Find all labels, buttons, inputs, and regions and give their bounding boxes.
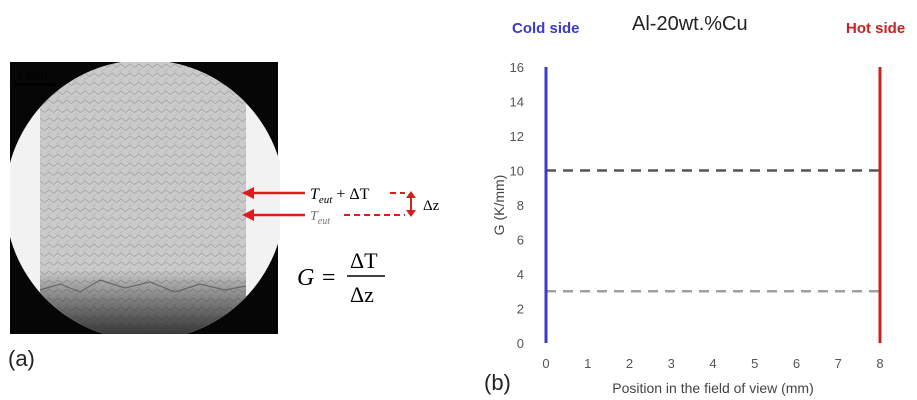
scale-bar-label: 1 mm: [17, 68, 47, 82]
equation-lhs: G =: [297, 265, 337, 291]
cold-side-label: Cold side: [512, 20, 580, 37]
micrograph: 1 mm Teut + ΔT Teut Δz G = ΔT Δz: [10, 62, 440, 334]
equation-denominator: Δz: [350, 282, 374, 307]
t-lower-label: Teut: [310, 209, 330, 227]
y-axis-label: G (K/mm): [491, 175, 507, 236]
equation-numerator: ΔT: [350, 248, 378, 273]
scale-bar: [15, 83, 55, 86]
x-tick-label: 8: [876, 356, 883, 371]
x-tick-label: 5: [751, 356, 758, 371]
y-tick-label: 12: [510, 129, 524, 144]
y-tick-label: 16: [510, 60, 524, 75]
x-tick-label: 6: [793, 356, 800, 371]
y-tick-label: 0: [517, 336, 524, 351]
x-tick-label: 3: [668, 356, 675, 371]
panel-b-label: (b): [484, 370, 511, 395]
arrow-lower: [242, 209, 305, 221]
x-tick-label: 7: [835, 356, 842, 371]
y-tick-label: 2: [517, 302, 524, 317]
panel-a: 1 mm Teut + ΔT Teut Δz G = ΔT Δz (a): [8, 62, 440, 371]
panel-a-label: (a): [8, 346, 35, 371]
y-tick-label: 6: [517, 233, 524, 248]
x-tick-label: 1: [584, 356, 591, 371]
hot-side-label: Hot side: [846, 20, 906, 37]
x-tick-label: 2: [626, 356, 633, 371]
y-tick-label: 8: [517, 198, 524, 213]
t-upper-label: Teut + ΔT: [310, 186, 370, 206]
x-tick-label: 0: [542, 356, 549, 371]
y-tick-label: 4: [517, 267, 524, 282]
y-tick-label: 14: [510, 95, 524, 110]
x-axis-label: Position in the field of view (mm): [612, 380, 814, 396]
y-tick-label: 10: [510, 164, 524, 179]
delta-z-arrow: [406, 191, 416, 217]
delta-z-label: Δz: [423, 198, 440, 214]
arrow-upper: [242, 187, 305, 199]
x-tick-label: 4: [709, 356, 716, 371]
chart-title: Al-20wt.%Cu: [632, 13, 748, 35]
